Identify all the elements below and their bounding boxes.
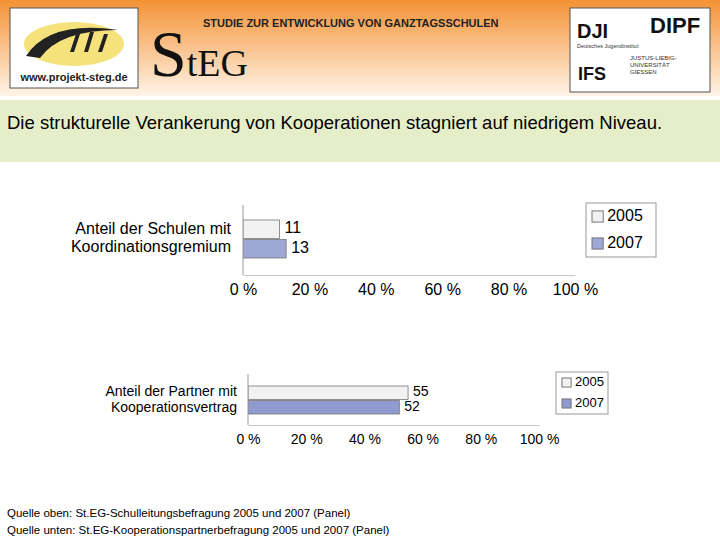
data-label: 11 xyxy=(285,219,302,236)
tick: 0 % xyxy=(230,275,258,298)
x-axis-line xyxy=(249,425,540,426)
tick: 0 % xyxy=(236,425,260,447)
bar xyxy=(243,220,280,238)
tick-label: 20 % xyxy=(291,431,323,447)
header-band xyxy=(0,0,720,96)
tick-label: 80 % xyxy=(491,281,527,298)
bars xyxy=(243,220,286,258)
source-note: Quelle oben: St.EG-Schulleitungsbefragun… xyxy=(7,507,350,519)
bar xyxy=(243,240,286,258)
logo-shape xyxy=(24,22,124,66)
category-label: Anteil der Partner mitKooperationsvertra… xyxy=(106,383,238,415)
bars xyxy=(248,386,408,414)
legend-box xyxy=(586,203,656,257)
x-axis: 0 % 20 % 40 % 60 % 80 % 100 % xyxy=(236,425,559,447)
headline-band xyxy=(0,100,720,162)
category-axis xyxy=(243,205,244,275)
partner-logo: IFS xyxy=(578,64,606,84)
tick: 40 % xyxy=(358,275,394,298)
x-axis: 0 % 20 % 40 % 60 % 80 % 100 % xyxy=(230,275,598,298)
tick: 20 % xyxy=(292,275,328,298)
chart: 11 13 Anteil der Schulen mitKoordinationsg… xyxy=(71,203,656,298)
category-label: Anteil der Schulen mitKoordinationsgremi… xyxy=(71,220,232,255)
tick-label: 0 % xyxy=(230,281,258,298)
tick-label: 40 % xyxy=(349,431,381,447)
legend: 2005 2007 xyxy=(586,203,656,257)
legend-swatch xyxy=(592,238,603,249)
legend-label: 2005 xyxy=(575,374,604,389)
tick-label: 100 % xyxy=(553,281,598,298)
source-note: Quelle unten: St.EG-Kooperationspartnerb… xyxy=(7,524,389,536)
legend-swatch xyxy=(562,378,571,387)
legend-label: 2005 xyxy=(607,207,643,224)
tick: 100 % xyxy=(520,425,560,447)
x-axis-line xyxy=(244,275,576,276)
logo-shape xyxy=(26,28,118,58)
data-label: 52 xyxy=(404,398,420,414)
header-subtitle: STUDIE ZUR ENTWICKLUNG VON GANZTAGSSCHUL… xyxy=(203,17,499,29)
data-label: 13 xyxy=(291,239,309,256)
tick: 80 % xyxy=(465,425,497,447)
headline: Die strukturelle Verankerung von Koopera… xyxy=(7,112,662,133)
chart: 5552Anteil der Partner mitKooperationsve… xyxy=(106,372,609,447)
legend-swatch xyxy=(562,399,571,408)
tick-label: 0 % xyxy=(236,431,260,447)
tick: 60 % xyxy=(407,425,439,447)
slide: www.projekt-steg.deStEGSTUDIE ZUR ENTWIC… xyxy=(0,0,720,540)
tick: 20 % xyxy=(291,425,323,447)
bar xyxy=(248,400,399,414)
tick-label: 100 % xyxy=(520,431,560,447)
legend-label: 2007 xyxy=(575,395,604,410)
bar xyxy=(248,386,408,400)
legend-box xyxy=(556,372,608,414)
tick-label: 60 % xyxy=(407,431,439,447)
logo-url: www.projekt-steg.de xyxy=(19,71,127,83)
tick: 100 % xyxy=(553,275,598,298)
partner-logo: DIPF xyxy=(650,13,700,38)
legend-label: 2007 xyxy=(607,234,643,251)
partner-logo: DJI xyxy=(577,20,608,42)
tick: 60 % xyxy=(424,275,460,298)
logo-shape xyxy=(70,32,108,52)
category-axis xyxy=(248,374,249,425)
tick: 40 % xyxy=(349,425,381,447)
partner-logo: GIESSEN xyxy=(630,69,657,75)
legend-swatch xyxy=(592,211,603,222)
tick-label: 60 % xyxy=(424,281,460,298)
tick-label: 20 % xyxy=(292,281,328,298)
tick-label: 80 % xyxy=(465,431,497,447)
right-logo-box xyxy=(570,8,710,92)
tick: 80 % xyxy=(491,275,527,298)
partner-logo: UNIVERSITÄT xyxy=(630,62,670,68)
legend: 2005 2007 xyxy=(556,372,608,414)
partner-logo: JUSTUS-LIEBIG- xyxy=(630,55,677,61)
left-logo-box xyxy=(10,8,138,88)
partner-logo: Deutsches Jugendinstitut xyxy=(577,43,639,49)
tick-label: 40 % xyxy=(358,281,394,298)
